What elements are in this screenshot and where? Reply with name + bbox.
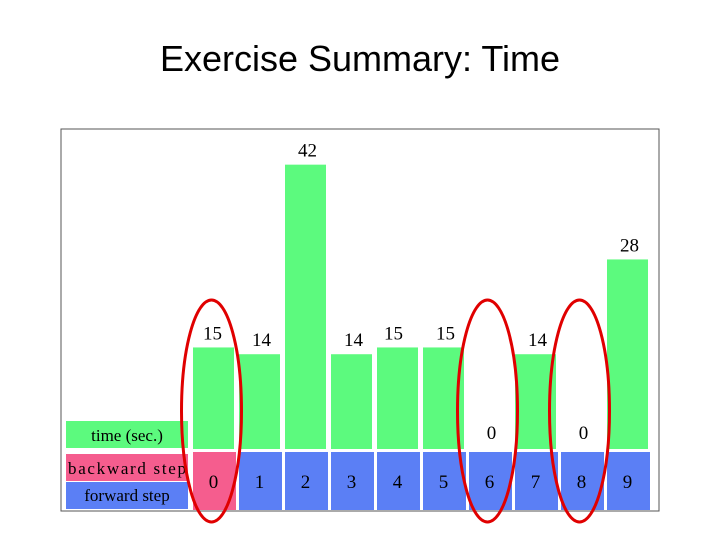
bar-step-3: [331, 354, 372, 449]
step-number-3: 3: [347, 472, 357, 493]
bar-step-0: [193, 347, 234, 449]
step-cell-3: [331, 452, 374, 510]
step-number-5: 5: [439, 472, 449, 493]
value-label-step-5: 15: [436, 323, 455, 344]
bar-step-2: [285, 164, 326, 449]
bar-step-1: [239, 354, 280, 449]
value-label-step-4: 15: [384, 323, 403, 344]
value-label-step-3: 14: [344, 330, 364, 351]
bar-step-9: [607, 259, 648, 449]
step-cell-7: [515, 452, 558, 510]
step-cell-2: [285, 452, 328, 510]
row-label-box-backward: [66, 454, 188, 481]
value-label-step-1: 14: [252, 330, 272, 351]
value-label-step-7: 14: [528, 330, 548, 351]
step-cell-5: [423, 452, 466, 510]
value-label-step-9: 28: [620, 235, 639, 256]
step-number-8: 8: [577, 472, 587, 493]
row-label-forward-step: forward step: [84, 486, 169, 505]
value-label-step-2: 42: [298, 141, 317, 162]
value-label-step-0: 15: [203, 323, 222, 344]
step-cell-1: [239, 452, 282, 510]
row-label-time: time (sec.): [91, 426, 163, 445]
step-number-1: 1: [255, 472, 265, 493]
bar-step-4: [377, 347, 418, 449]
step-number-7: 7: [531, 472, 541, 493]
row-label-backward-step: backward step: [68, 459, 186, 478]
step-number-0: 0: [209, 472, 219, 493]
highlight-ellipse-step-6: [456, 298, 519, 524]
highlight-ellipse-step-8: [548, 298, 611, 524]
step-number-2: 2: [301, 472, 311, 493]
step-number-9: 9: [623, 472, 633, 493]
row-label-box-time: [66, 421, 188, 448]
slide-title: Exercise Summary: Time: [159, 38, 561, 79]
value-label-step-8: 0: [579, 423, 589, 444]
chart-frame: [60, 128, 660, 512]
step-number-6: 6: [485, 472, 495, 493]
step-cell-9: [607, 452, 650, 510]
row-label-box-forward: [66, 482, 188, 509]
step-number-4: 4: [393, 472, 403, 493]
step-cell-4: [377, 452, 420, 510]
highlight-ellipse-step-0: [180, 298, 243, 524]
value-label-step-6: 0: [487, 423, 497, 444]
